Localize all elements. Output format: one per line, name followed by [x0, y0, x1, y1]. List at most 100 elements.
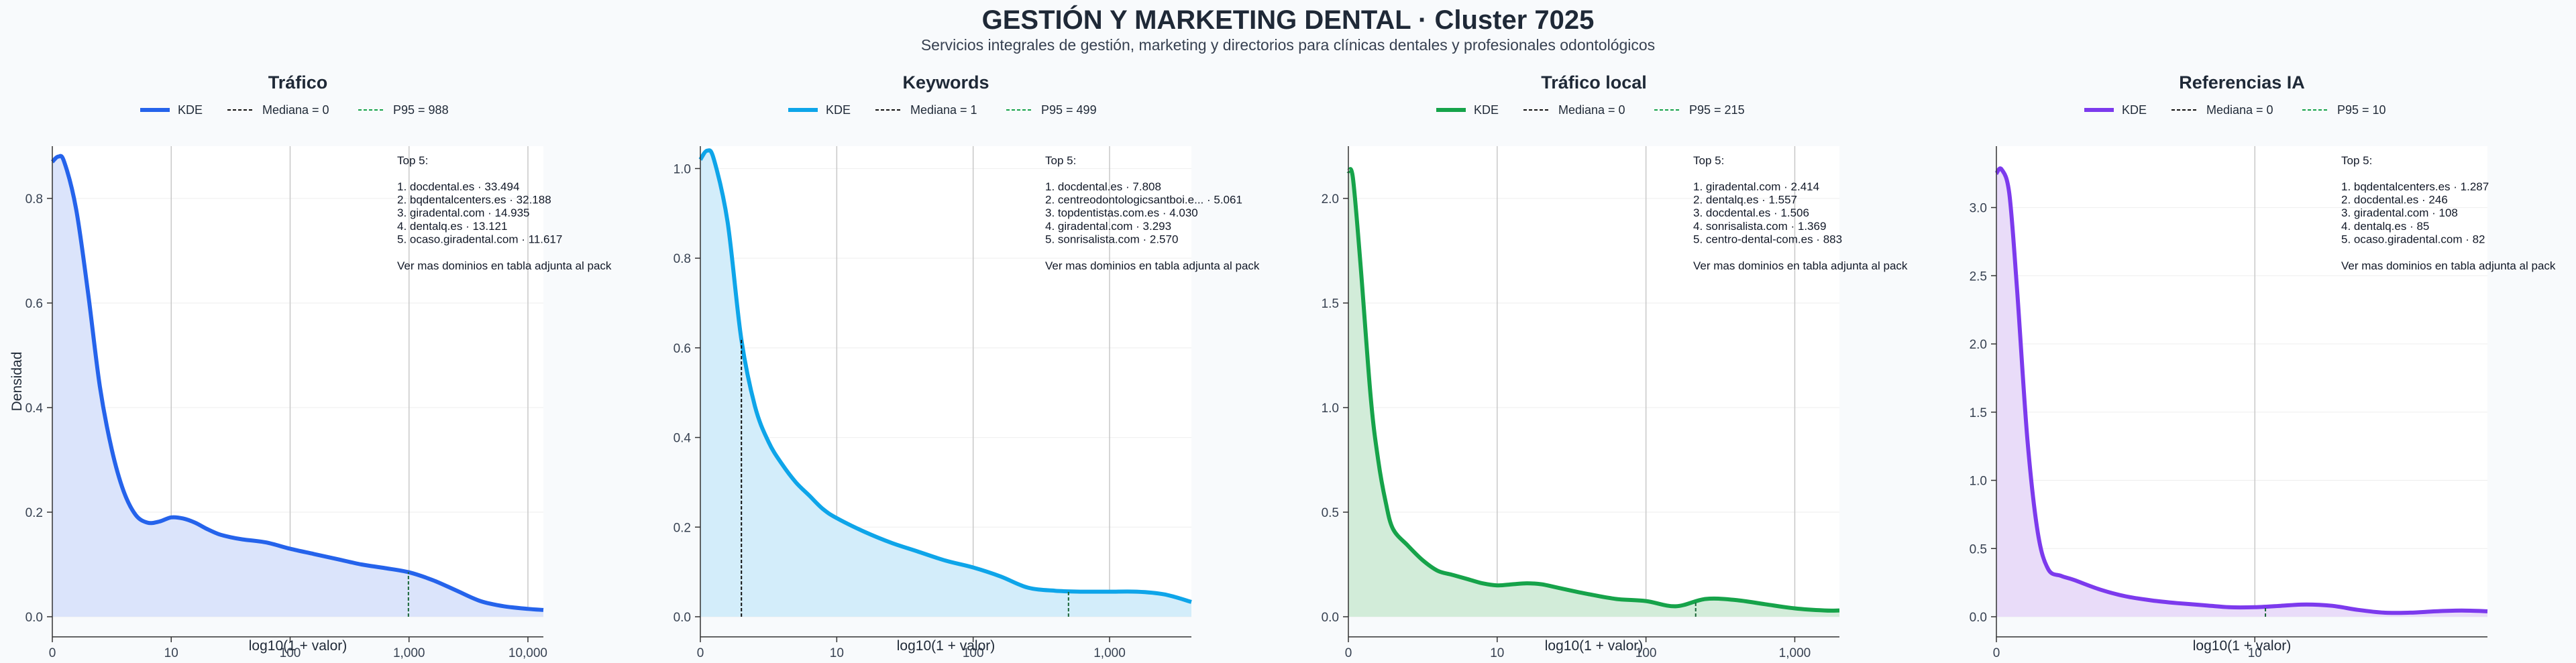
panel-title: Tráfico	[268, 72, 328, 93]
x-tick-label: 10	[164, 646, 178, 660]
top5-header: Top 5:	[2341, 154, 2372, 167]
x-tick-label: 1,000	[1093, 646, 1126, 660]
top5-item: 5. sonrisalista.com · 2.570	[1045, 233, 1178, 245]
top5-footer: Ver mas dominios en tabla adjunta al pac…	[2341, 259, 2556, 272]
kde-area	[1996, 168, 2487, 617]
top5-item: 1. bqdentalcenters.es · 1.287	[2341, 180, 2489, 193]
y-tick-label: 1.0	[1322, 402, 1339, 416]
top5-item: 5. centro-dental-com.es · 883	[1693, 233, 1842, 245]
top5-item: 5. ocaso.giradental.com · 82	[2341, 233, 2485, 245]
legend-kde-label: KDE	[2122, 103, 2147, 117]
x-tick-label: 0	[697, 646, 704, 660]
chart-panel-1: Keywords KDE Mediana = 1 P95 = 499 0 10 100 1,0…	[674, 72, 1260, 660]
top5-item: 4. giradental.com · 3.293	[1045, 220, 1171, 233]
plot-area	[1348, 146, 1839, 617]
y-tick-label: 2.0	[1970, 338, 1987, 352]
chart-panel-0: Tráfico KDE Mediana = 0 P95 = 988 0 10 100 1,00…	[9, 72, 612, 660]
legend-median-label: Mediana = 0	[1558, 103, 1625, 117]
legend-kde-label: KDE	[826, 103, 851, 117]
top5-header: Top 5:	[1045, 154, 1076, 167]
top5-header: Top 5:	[397, 154, 428, 167]
x-axis-label: log10(1 + valor)	[897, 638, 996, 654]
legend-p95-label: P95 = 988	[393, 103, 449, 117]
legend-kde-label: KDE	[1474, 103, 1499, 117]
top5-item: 3. giradental.com · 14.935	[397, 206, 530, 219]
kde-line	[698, 148, 1192, 604]
top5-footer: Ver mas dominios en tabla adjunta al pac…	[1045, 259, 1260, 272]
panel-title: Keywords	[902, 72, 989, 93]
y-tick-label: 1.0	[1970, 475, 1987, 489]
top5-item: 3. docdental.es · 1.506	[1693, 206, 1809, 219]
page-title: GESTIÓN Y MARKETING DENTAL · Cluster 702…	[981, 5, 1595, 35]
y-tick-label: 2.5	[1970, 269, 1987, 284]
kde-line	[50, 154, 544, 612]
top5-item: 1. docdental.es · 33.494	[397, 180, 519, 193]
y-tick-label: 0.0	[1322, 611, 1339, 625]
x-tick-label: 0	[49, 646, 56, 660]
top5-item: 2. docdental.es · 246	[2341, 194, 2448, 206]
legend-kde-label: KDE	[178, 103, 203, 117]
y-tick-label: 0.0	[25, 611, 43, 625]
top5-item: 2. centreodontologicsantboi.e... · 5.061	[1045, 194, 1242, 206]
legend-median-label: Mediana = 0	[2206, 103, 2273, 117]
chart-panel-2: Tráfico local KDE Mediana = 0 P95 = 215 0 10 1…	[1322, 72, 1908, 660]
x-tick-label: 10	[1490, 646, 1504, 660]
top5-item: 2. bqdentalcenters.es · 32.188	[397, 194, 551, 206]
kde-line	[1994, 166, 2488, 615]
legend-median-label: Mediana = 0	[262, 103, 329, 117]
legend-median-label: Mediana = 1	[910, 103, 977, 117]
y-tick-label: 0.6	[674, 342, 691, 356]
kde-area	[700, 150, 1191, 617]
kde-area	[52, 156, 543, 617]
y-tick-label: 1.5	[1322, 297, 1339, 311]
y-tick-label: 0.2	[674, 521, 691, 535]
legend-p95-label: P95 = 215	[1689, 103, 1745, 117]
x-tick-label: 100	[1635, 646, 1657, 660]
page-subtitle: Servicios integrales de gestión, marketi…	[920, 36, 1656, 54]
top5-footer: Ver mas dominios en tabla adjunta al pac…	[1693, 259, 1908, 272]
x-axis-label: log10(1 + valor)	[2193, 638, 2292, 654]
x-tick-label: 1,000	[393, 646, 425, 660]
x-tick-label: 1,000	[1779, 646, 1811, 660]
y-tick-label: 0.0	[674, 611, 691, 625]
panel-title: Tráfico local	[1541, 72, 1647, 93]
top5-item: 3. topdentistas.com.es · 4.030	[1045, 206, 1198, 219]
kde-area	[1348, 169, 1839, 617]
y-tick-label: 0.4	[25, 402, 44, 416]
y-tick-label: 0.0	[1970, 611, 1987, 625]
y-tick-label: 0.8	[674, 252, 691, 266]
y-tick-label: 2.0	[1322, 192, 1339, 206]
x-tick-label: 10	[830, 646, 844, 660]
y-tick-label: 0.5	[1322, 506, 1339, 520]
top5-item: 3. giradental.com · 108	[2341, 206, 2458, 219]
top5-footer: Ver mas dominios en tabla adjunta al pac…	[397, 259, 612, 272]
y-tick-label: 0.4	[674, 432, 692, 446]
top5-item: 5. ocaso.giradental.com · 11.617	[397, 233, 562, 245]
x-tick-label: 10,000	[508, 646, 547, 660]
legend-p95-label: P95 = 10	[2337, 103, 2386, 117]
top5-item: 4. sonrisalista.com · 1.369	[1693, 220, 1826, 233]
y-tick-label: 0.5	[1970, 542, 1987, 556]
x-tick-label: 100	[963, 646, 984, 660]
y-tick-label: 1.0	[674, 162, 691, 176]
top5-item: 1. giradental.com · 2.414	[1693, 180, 1819, 193]
top5-header: Top 5:	[1693, 154, 1724, 167]
plot-area	[1996, 146, 2487, 617]
x-axis-label: log10(1 + valor)	[1545, 638, 1644, 654]
x-tick-label: 0	[1345, 646, 1352, 660]
x-axis-label: log10(1 + valor)	[249, 638, 347, 654]
top5-item: 2. dentalq.es · 1.557	[1693, 194, 1797, 206]
x-tick-label: 100	[280, 646, 301, 660]
y-tick-label: 0.8	[25, 192, 43, 206]
y-tick-label: 3.0	[1970, 202, 1987, 216]
top5-item: 1. docdental.es · 7.808	[1045, 180, 1161, 193]
chart-panel-3: Referencias IA KDE Mediana = 0 P95 = 10 0 10 0…	[1970, 72, 2556, 660]
y-tick-label: 0.2	[25, 506, 43, 520]
kde-line	[1346, 167, 1840, 613]
panel-title: Referencias IA	[2179, 72, 2305, 93]
y-tick-label: 1.5	[1970, 406, 1987, 420]
y-axis-label: Densidad	[9, 352, 25, 412]
x-tick-label: 10	[2248, 646, 2262, 660]
legend-p95-label: P95 = 499	[1041, 103, 1097, 117]
